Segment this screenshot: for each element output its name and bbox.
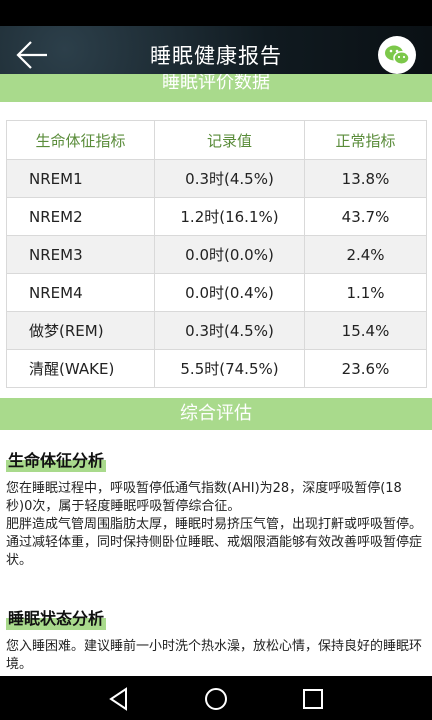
- back-button[interactable]: [14, 38, 50, 72]
- table-cell: 23.6%: [304, 349, 427, 388]
- vital-paragraph-2: 肥胖造成气管周围脂肪太厚，睡眠时易挤压气管，出现打鼾或呼吸暂停。通过减轻体重，同…: [6, 517, 423, 568]
- vital-paragraph-1: 您在睡眠过程中，呼吸暂停低通气指数(AHI)为28，深度呼吸暂停(18秒)0次，…: [6, 481, 402, 514]
- table-cell: 5.5时(74.5%): [154, 349, 305, 388]
- table-row: NREM1 0.3时(4.5%) 13.8%: [6, 159, 427, 198]
- table-row: 清醒(WAKE) 5.5时(74.5%) 23.6%: [6, 349, 427, 388]
- table-cell: 2.4%: [304, 235, 427, 274]
- sleep-state-heading: 睡眠状态分析: [6, 608, 107, 630]
- wechat-share-button[interactable]: [378, 36, 416, 74]
- table-cell: 清醒(WAKE): [6, 349, 155, 388]
- sleep-state-paragraph: 您入睡困难。建议睡前一小时洗个热水澡，放松心情，保持良好的睡眠环境。: [6, 639, 423, 672]
- wechat-icon: [385, 45, 410, 65]
- section-eval-bar: 综合评估: [0, 398, 432, 430]
- table-header-row: 生命体征指标 记录值 正常指标: [6, 120, 427, 160]
- column-header-indicator: 生命体征指标: [6, 120, 155, 160]
- nav-home-button[interactable]: [203, 686, 229, 712]
- sleep-data-table: 生命体征指标 记录值 正常指标 NREM1 0.3时(4.5%) 13.8% N…: [6, 120, 427, 388]
- arrow-left-icon: [16, 41, 47, 69]
- section-data-title: 睡眠评价数据: [162, 74, 270, 93]
- vital-heading: 生命体征分析: [6, 450, 107, 472]
- table-cell: NREM3: [6, 235, 155, 274]
- table-cell: 43.7%: [304, 197, 427, 236]
- table-cell: 0.3时(4.5%): [154, 159, 305, 198]
- section-data-bar: 睡眠评价数据: [0, 74, 432, 102]
- system-nav-bar: [0, 676, 432, 720]
- table-cell: 1.1%: [304, 273, 427, 312]
- table-row: NREM4 0.0时(0.4%) 1.1%: [6, 273, 427, 312]
- column-header-normal: 正常指标: [304, 120, 427, 160]
- table-cell: 做梦(REM): [6, 311, 155, 350]
- section-eval-title: 综合评估: [180, 403, 252, 424]
- table-cell: 13.8%: [304, 159, 427, 198]
- circle-home-icon: [205, 688, 227, 710]
- table-cell: 15.4%: [304, 311, 427, 350]
- table-cell: NREM2: [6, 197, 155, 236]
- table-cell: NREM1: [6, 159, 155, 198]
- page-title: 睡眠健康报告: [150, 44, 282, 68]
- table-cell: 0.0时(0.4%): [154, 273, 305, 312]
- square-recent-icon: [303, 689, 323, 709]
- table-cell: 0.0时(0.0%): [154, 235, 305, 274]
- table-cell: 0.3时(4.5%): [154, 311, 305, 350]
- table-row: NREM3 0.0时(0.0%) 2.4%: [6, 235, 427, 274]
- triangle-back-icon: [109, 687, 127, 711]
- table-cell: 1.2时(16.1%): [154, 197, 305, 236]
- table-cell: NREM4: [6, 273, 155, 312]
- status-bar: [0, 0, 432, 26]
- column-header-recorded: 记录值: [154, 120, 305, 160]
- table-row: NREM2 1.2时(16.1%) 43.7%: [6, 197, 427, 236]
- table-row: 做梦(REM) 0.3时(4.5%) 15.4%: [6, 311, 427, 350]
- nav-recent-button[interactable]: [300, 686, 326, 712]
- nav-back-button[interactable]: [106, 686, 132, 712]
